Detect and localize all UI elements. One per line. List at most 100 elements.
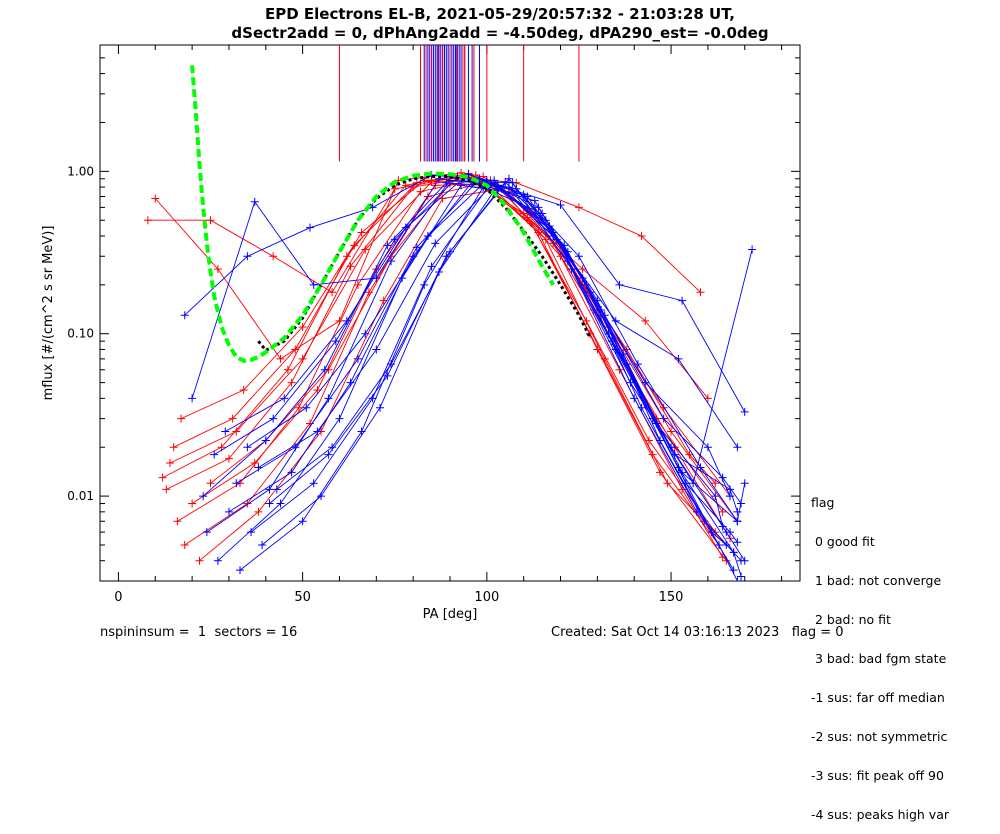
blue-sweep-point <box>530 196 539 205</box>
legend-title: flag <box>811 495 835 510</box>
red-sweep-point <box>600 354 609 363</box>
blue-sweep-point <box>324 450 333 459</box>
red-sweep-point <box>696 288 705 297</box>
legend-item: -4 sus: peaks high var <box>811 807 950 822</box>
legend-item: -1 sus: far off median <box>811 690 945 705</box>
blue-sweep-point <box>302 403 311 412</box>
blue-sweep-point <box>383 241 392 250</box>
blue-sweep-point <box>534 203 543 212</box>
red-sweep-point <box>353 280 362 289</box>
blue-sweep-point <box>342 316 351 325</box>
blue-sweep-point <box>247 528 256 537</box>
red-sweep-point <box>224 454 233 463</box>
blue-sweep-line <box>217 184 735 571</box>
blue-sweep-point <box>446 247 454 256</box>
blue-sweep-point <box>482 176 491 185</box>
blue-sweep-line <box>247 179 742 504</box>
red-sweep-line <box>184 181 735 553</box>
x-tick-label: 150 <box>659 590 684 605</box>
blue-sweep-point <box>740 556 749 565</box>
blue-sweep-point <box>549 228 558 237</box>
blue-sweep-point <box>188 394 197 403</box>
red-sweep-line <box>162 173 716 533</box>
blue-sweep-point <box>261 436 270 445</box>
legend-item: -2 sus: not symmetric <box>811 729 948 744</box>
y-tick-label: 0.01 <box>67 489 94 503</box>
red-sweep-point <box>637 231 646 240</box>
blue-sweep-point <box>431 239 440 248</box>
blue-sweep-point <box>611 345 620 354</box>
legend-item: 0 good fit <box>811 534 875 549</box>
blue-sweep-point <box>733 443 742 452</box>
blue-sweep-point <box>615 280 624 289</box>
legend-item: 1 bad: not converge <box>811 573 942 588</box>
y-tick-label: 0.10 <box>67 327 94 341</box>
blue-sweep-line <box>276 178 738 543</box>
blue-sweep-point <box>250 197 259 206</box>
blue-sweep-line <box>258 182 738 512</box>
blue-sweep-point <box>258 540 267 549</box>
blue-sweep-point <box>328 443 337 452</box>
blue-sweep-point <box>659 414 668 423</box>
red-sweep-point <box>243 499 252 508</box>
blue-sweep-point <box>737 572 746 581</box>
red-sweep-point <box>143 216 152 225</box>
red-sweep-point <box>195 556 204 565</box>
blue-sweep-point <box>729 548 738 557</box>
blue-sweep-point <box>641 378 650 387</box>
blue-sweep-point <box>512 184 521 193</box>
red-sweep-point <box>151 194 160 203</box>
blue-sweep-point <box>383 371 392 380</box>
chart-plot: 0 50 100 150 0.01 0.10 1.00 PA [deg] mflux [#/… <box>41 44 801 622</box>
blue-sweep-line <box>184 174 738 448</box>
blue-sweep-point <box>718 473 727 482</box>
red-sweep-point <box>667 427 676 436</box>
blue-sweep-line <box>228 181 727 546</box>
red-sweep-point <box>206 216 215 225</box>
blue-sweep-point <box>313 427 322 436</box>
blue-sweep-point <box>423 231 432 240</box>
red-sweep-point <box>298 354 307 363</box>
blue-sweep-point <box>733 507 742 516</box>
blue-sweep-point <box>280 394 289 403</box>
blue-sweep-point <box>298 517 307 526</box>
red-sweep-point <box>641 316 650 325</box>
blue-sweep-point <box>272 485 281 494</box>
red-sweep-point <box>276 354 285 363</box>
blue-sweep-line <box>261 184 742 577</box>
blue-sweep-point <box>696 463 705 472</box>
blue-sweep-line <box>236 178 724 527</box>
red-sweep-point <box>361 245 370 254</box>
blue-sweep-point <box>733 577 742 581</box>
red-sweep-line <box>154 172 709 399</box>
y-axis-label: mflux [#/(cm^2 s sr MeV)] <box>41 226 56 401</box>
blue-sweep-point <box>320 365 329 374</box>
x-tick-label: 0 <box>114 590 122 605</box>
red-sweep-point <box>162 485 171 494</box>
blue-sweep-point <box>427 262 436 271</box>
blue-sweep-line <box>202 182 753 497</box>
blue-sweep-point <box>353 354 362 363</box>
blue-sweep-point <box>335 414 344 423</box>
blue-sweep-point <box>538 209 547 218</box>
blue-sweep-point <box>387 360 396 369</box>
red-sweep-point <box>188 499 197 508</box>
red-sweep-point <box>350 241 359 250</box>
red-sweep-point <box>173 517 182 526</box>
blue-sweep-point <box>331 337 340 346</box>
blue-sweep-point <box>726 528 734 537</box>
red-sweep-line <box>169 179 738 522</box>
x-axis-label: PA [deg] <box>423 607 478 622</box>
chart-title-line2: dSectr2add = 0, dPhAng2add = -4.50deg, d… <box>231 24 769 42</box>
blue-sweep-point <box>692 507 701 516</box>
blue-sweep-point <box>493 181 502 190</box>
red-sweep-point <box>239 386 248 395</box>
blue-sweep-point <box>740 407 749 416</box>
blue-sweep-point <box>674 354 683 363</box>
blue-sweep-point <box>287 468 296 477</box>
red-sweep-point <box>250 458 259 467</box>
red-sweep-line <box>210 183 716 484</box>
blue-sweep-point <box>574 252 583 261</box>
red-sweep-point <box>291 345 300 354</box>
red-sweep-point <box>685 450 694 459</box>
